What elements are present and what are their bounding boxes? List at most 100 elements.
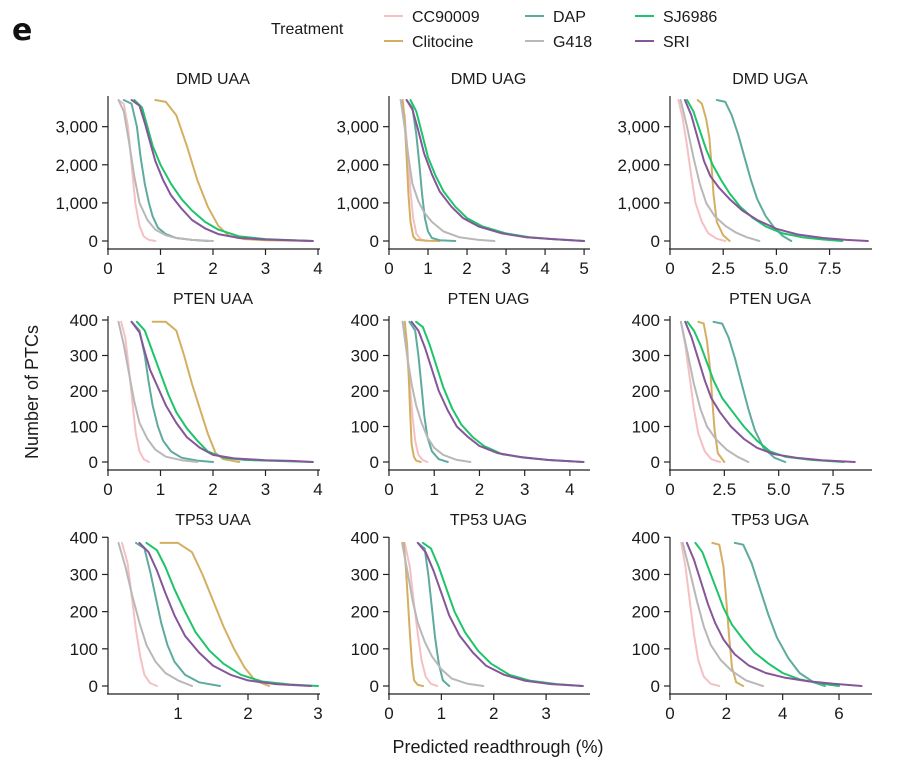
panel-letter: e (12, 13, 32, 48)
x-tick-label: 1 (173, 704, 182, 723)
series-line-sri (130, 320, 314, 463)
x-tick-label: 4 (313, 480, 322, 499)
y-tick-label: 300 (70, 347, 98, 366)
x-tick-label: 3 (501, 259, 510, 278)
y-tick-label: 2,000 (55, 156, 98, 175)
series-line-g418 (681, 541, 764, 687)
y-tick-label: 0 (89, 677, 98, 696)
panel-title: TP53 UAG (450, 512, 527, 529)
y-tick-label: 200 (351, 382, 379, 401)
series-line-g418 (679, 99, 761, 242)
series-line-dap (733, 541, 826, 687)
x-tick-label: 0 (103, 480, 112, 499)
x-tick-label: 1 (437, 704, 446, 723)
legend-label: SJ6986 (663, 9, 717, 26)
chart-panels: DMD UAA 0 1,000 2,000 3,000 0 1 2 3 4 DMD UAG 0 1,00… (55, 71, 872, 723)
chart-panel-pten-uaa: PTEN UAA 0 100 200 300 400 0 1 2 3 4 (70, 291, 323, 499)
x-tick-label: 3 (261, 259, 270, 278)
x-tick-label: 4 (313, 259, 322, 278)
legend-item-g418: G418 (525, 34, 592, 51)
series-line-sj6986 (422, 541, 584, 687)
y-tick-label: 3,000 (617, 118, 660, 137)
legend-label: Clitocine (412, 34, 473, 51)
x-tick-label: 2 (462, 259, 471, 278)
panel-title: DMD UAA (176, 71, 250, 88)
y-axis-title: Number of PTCs (22, 325, 42, 459)
x-tick-label: 2 (722, 704, 731, 723)
series-line-dap (408, 320, 449, 463)
chart-panel-tp53-uaa: TP53 UAA 0 100 200 300 400 1 2 3 (70, 512, 323, 723)
chart-panel-dmd-uga: DMD UGA 0 1,000 2,000 3,000 0 2.5 5.0 7.5 (617, 71, 872, 278)
legend-label: SRI (663, 34, 690, 51)
x-tick-label: 4 (778, 704, 787, 723)
y-tick-label: 300 (351, 565, 379, 584)
x-tick-label: 5.0 (767, 480, 791, 499)
y-tick-label: 200 (351, 603, 379, 622)
series-line-cc90009 (121, 541, 158, 687)
y-tick-label: 300 (70, 565, 98, 584)
series-line-cc90009 (677, 99, 727, 242)
y-tick-label: 300 (632, 347, 660, 366)
series-line-clitocine (402, 541, 424, 687)
y-tick-label: 0 (89, 232, 98, 251)
y-tick-label: 0 (651, 453, 660, 472)
series-line-g418 (399, 99, 496, 242)
panel-title: TP53 UGA (731, 512, 809, 529)
legend-label: DAP (553, 9, 586, 26)
x-tick-label: 0 (384, 704, 393, 723)
y-tick-label: 1,000 (336, 194, 379, 213)
series-line-g418 (401, 541, 485, 687)
chart-panel-pten-uga: PTEN UGA 0 100 200 300 400 0 2.5 5.0 7.5 (632, 291, 872, 499)
series-line-g418 (401, 320, 472, 463)
x-tick-label: 2.5 (711, 259, 735, 278)
x-tick-label: 6 (834, 704, 843, 723)
y-tick-label: 400 (70, 311, 98, 330)
series-line-dap (135, 541, 221, 687)
x-tick-label: 1 (156, 259, 165, 278)
x-tick-label: 1 (423, 259, 432, 278)
x-tick-label: 5 (579, 259, 588, 278)
y-tick-label: 2,000 (617, 156, 660, 175)
y-tick-label: 3,000 (336, 118, 379, 137)
series-line-dap (130, 320, 214, 463)
series-line-cc90009 (120, 320, 150, 463)
series-line-sri (130, 99, 314, 242)
series-line-clitocine (697, 320, 726, 463)
series-line-sri (684, 320, 856, 463)
y-tick-label: 400 (632, 311, 660, 330)
x-tick-label: 0 (103, 259, 112, 278)
legend-label: G418 (553, 34, 592, 51)
x-tick-label: 3 (313, 704, 322, 723)
series-line-sj6986 (415, 320, 585, 463)
series-line-sri (683, 99, 869, 242)
x-tick-label: 2 (475, 480, 484, 499)
x-tick-label: 3 (261, 480, 270, 499)
x-tick-label: 4 (565, 480, 574, 499)
series-line-sri (410, 320, 585, 463)
y-tick-label: 0 (370, 453, 379, 472)
series-line-cc90009 (679, 320, 721, 463)
y-tick-label: 1,000 (55, 194, 98, 213)
chart-panel-dmd-uag: DMD UAG 0 1,000 2,000 3,000 0 1 2 3 4 5 (336, 71, 590, 278)
chart-panel-tp53-uga: TP53 UGA 0 100 200 300 400 0 2 4 6 (632, 512, 872, 723)
y-tick-label: 400 (351, 528, 379, 547)
panel-title: PTEN UGA (729, 291, 811, 308)
legend-item-sri: SRI (635, 34, 690, 51)
series-line-sri (405, 99, 586, 242)
panel-title: PTEN UAG (448, 291, 530, 308)
series-line-dap (712, 320, 787, 463)
y-tick-label: 200 (70, 603, 98, 622)
y-tick-label: 100 (351, 640, 379, 659)
x-tick-label: 0 (665, 480, 674, 499)
x-axis-title: Predicted readthrough (%) (392, 737, 603, 757)
series-line-g418 (117, 320, 199, 463)
y-tick-label: 100 (632, 640, 660, 659)
series-line-clitocine (154, 99, 314, 242)
y-tick-label: 0 (370, 232, 379, 251)
y-tick-label: 100 (632, 418, 660, 437)
series-line-cc90009 (680, 541, 721, 687)
y-tick-label: 200 (70, 382, 98, 401)
y-tick-label: 200 (632, 382, 660, 401)
y-tick-label: 0 (651, 232, 660, 251)
